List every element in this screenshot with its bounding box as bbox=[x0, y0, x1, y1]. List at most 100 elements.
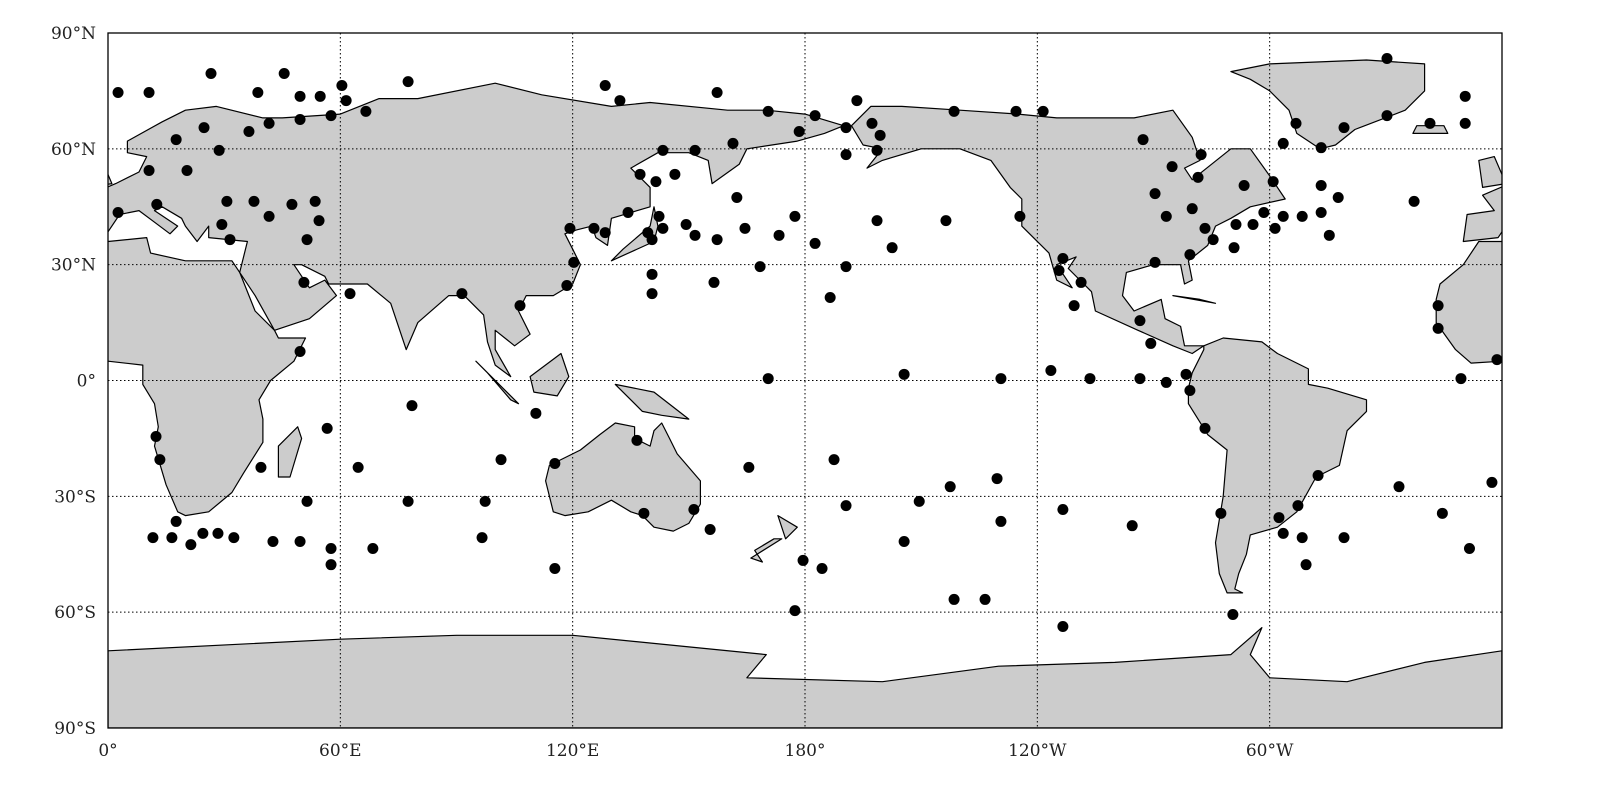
data-point bbox=[995, 515, 1007, 527]
landmass-south-america bbox=[1187, 337, 1368, 594]
data-point bbox=[1160, 210, 1172, 222]
data-point bbox=[224, 234, 236, 246]
data-point bbox=[170, 515, 182, 527]
data-point bbox=[530, 407, 542, 419]
data-point bbox=[634, 168, 646, 180]
data-point bbox=[143, 86, 155, 98]
landmass-greenland bbox=[1230, 59, 1426, 150]
data-point bbox=[708, 276, 720, 288]
data-point bbox=[657, 222, 669, 234]
data-point bbox=[263, 117, 275, 129]
data-point bbox=[886, 242, 898, 254]
data-point bbox=[228, 532, 240, 544]
data-point bbox=[840, 261, 852, 273]
data-point bbox=[1134, 315, 1146, 327]
data-point bbox=[198, 122, 210, 134]
data-point bbox=[851, 95, 863, 107]
data-point bbox=[1134, 373, 1146, 385]
data-point bbox=[1277, 210, 1289, 222]
landmass-sumatra bbox=[475, 360, 520, 405]
data-point bbox=[221, 195, 233, 207]
data-point bbox=[1145, 337, 1157, 349]
landmass-eurasia bbox=[108, 82, 845, 378]
data-point bbox=[1149, 256, 1161, 268]
data-point bbox=[294, 346, 306, 358]
data-point bbox=[1199, 422, 1211, 434]
data-point bbox=[1267, 176, 1279, 188]
data-point bbox=[402, 76, 414, 88]
data-point bbox=[255, 461, 267, 473]
data-point bbox=[1238, 180, 1250, 192]
data-point bbox=[112, 86, 124, 98]
data-point bbox=[243, 125, 255, 137]
data-point bbox=[185, 539, 197, 551]
data-point bbox=[1053, 264, 1065, 276]
data-point bbox=[1149, 188, 1161, 200]
data-point bbox=[840, 122, 852, 134]
data-point bbox=[1230, 219, 1242, 231]
data-point bbox=[1315, 180, 1327, 192]
data-point bbox=[1323, 229, 1335, 241]
data-point bbox=[948, 105, 960, 117]
y-tick-label: 30°S bbox=[54, 487, 96, 507]
data-point bbox=[816, 563, 828, 575]
data-point bbox=[809, 237, 821, 249]
data-point bbox=[1057, 252, 1069, 264]
landmass-new-zealand-north bbox=[777, 515, 798, 540]
landmass-britain bbox=[1478, 156, 1502, 188]
data-point bbox=[325, 110, 337, 122]
data-point bbox=[1137, 134, 1149, 146]
data-point bbox=[1037, 105, 1049, 117]
data-point bbox=[762, 105, 774, 117]
data-point bbox=[650, 176, 662, 188]
data-point bbox=[669, 168, 681, 180]
data-point bbox=[112, 207, 124, 219]
data-point bbox=[213, 144, 225, 156]
data-point bbox=[1057, 503, 1069, 515]
data-point bbox=[495, 454, 507, 466]
landmass-new-zealand-south bbox=[750, 538, 783, 563]
data-point bbox=[1381, 110, 1393, 122]
data-point bbox=[1160, 376, 1172, 388]
data-point bbox=[871, 144, 883, 156]
data-points bbox=[112, 52, 1502, 632]
data-point bbox=[205, 68, 217, 80]
data-point bbox=[743, 461, 755, 473]
landmass-borneo bbox=[529, 352, 570, 397]
data-point bbox=[588, 222, 600, 234]
data-point bbox=[1126, 520, 1138, 532]
data-point bbox=[797, 554, 809, 566]
data-point bbox=[1195, 149, 1207, 161]
data-point bbox=[1315, 142, 1327, 154]
data-point bbox=[824, 291, 836, 303]
data-point bbox=[1459, 117, 1471, 129]
data-point bbox=[147, 532, 159, 544]
y-tick-label: 60°S bbox=[54, 603, 96, 623]
data-point bbox=[367, 542, 379, 554]
data-point bbox=[248, 195, 260, 207]
landmass-australia bbox=[545, 422, 701, 532]
data-point bbox=[1455, 373, 1467, 385]
data-point bbox=[325, 559, 337, 571]
x-tick-label: 60°W bbox=[1246, 741, 1294, 761]
data-point bbox=[301, 495, 313, 507]
data-point bbox=[1486, 476, 1498, 488]
data-point bbox=[793, 125, 805, 137]
data-point bbox=[704, 524, 716, 536]
data-point bbox=[1491, 354, 1502, 366]
data-point bbox=[294, 113, 306, 125]
landmass-madagascar bbox=[277, 426, 303, 478]
data-point bbox=[711, 234, 723, 246]
data-point bbox=[402, 495, 414, 507]
y-tick-label: 0° bbox=[77, 372, 96, 392]
data-point bbox=[1166, 161, 1178, 173]
data-point bbox=[646, 288, 658, 300]
data-point bbox=[1199, 222, 1211, 234]
data-point bbox=[840, 500, 852, 512]
data-point bbox=[711, 86, 723, 98]
data-point bbox=[313, 215, 325, 227]
data-point bbox=[646, 234, 658, 246]
data-point bbox=[568, 256, 580, 268]
data-point bbox=[549, 458, 561, 470]
data-point bbox=[1228, 242, 1240, 254]
